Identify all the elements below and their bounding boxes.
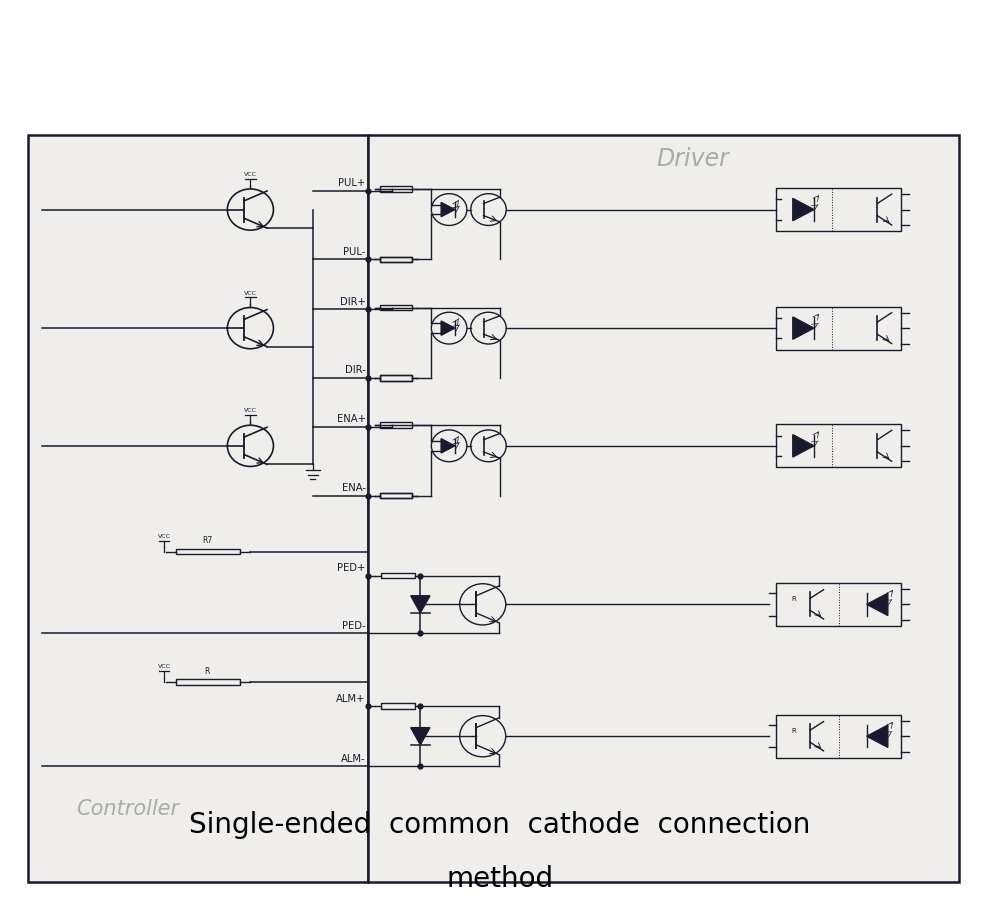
Text: ALM+: ALM+ — [336, 694, 366, 704]
Bar — [380, 493, 412, 498]
Text: Controller: Controller — [76, 799, 179, 819]
Polygon shape — [867, 725, 888, 748]
Bar — [380, 257, 412, 262]
Polygon shape — [441, 202, 455, 217]
Polygon shape — [441, 321, 455, 335]
Bar — [776, 306, 901, 349]
Bar — [176, 679, 240, 685]
Text: ENA-: ENA- — [342, 484, 366, 493]
Bar — [776, 424, 901, 467]
Bar — [368, 135, 959, 882]
Text: VCC: VCC — [244, 291, 257, 296]
Bar — [381, 704, 415, 709]
Polygon shape — [793, 198, 814, 221]
Polygon shape — [441, 439, 455, 453]
Text: PED+: PED+ — [337, 563, 366, 573]
Bar — [176, 548, 240, 554]
Text: ALM-: ALM- — [341, 754, 366, 764]
Bar — [380, 186, 412, 192]
Polygon shape — [411, 728, 430, 745]
Bar — [380, 375, 412, 381]
Text: PUL-: PUL- — [343, 247, 366, 257]
Text: DIR+: DIR+ — [340, 297, 366, 306]
Text: ENA+: ENA+ — [337, 414, 366, 424]
Bar — [381, 573, 415, 579]
Polygon shape — [867, 593, 888, 615]
Bar — [380, 304, 412, 310]
Polygon shape — [793, 317, 814, 339]
Bar — [380, 257, 412, 262]
Polygon shape — [411, 596, 430, 613]
Bar — [380, 422, 412, 428]
Bar — [776, 188, 901, 231]
Text: R7: R7 — [202, 537, 212, 546]
Text: VCC: VCC — [158, 664, 170, 669]
Bar — [380, 493, 412, 498]
Bar — [28, 135, 368, 882]
Text: R: R — [791, 728, 796, 734]
Text: VCC: VCC — [244, 172, 257, 177]
Bar — [380, 375, 412, 381]
Text: Single-ended  common  cathode  connection
method: Single-ended common cathode connection m… — [189, 811, 811, 893]
Text: DIR-: DIR- — [345, 366, 366, 376]
Bar — [776, 715, 901, 758]
Text: PUL+: PUL+ — [338, 178, 366, 188]
Text: R: R — [791, 596, 796, 602]
Text: VCC: VCC — [158, 534, 170, 539]
Text: PED-: PED- — [342, 621, 366, 631]
Polygon shape — [793, 435, 814, 457]
Text: R: R — [205, 667, 210, 676]
Bar — [776, 583, 901, 626]
Text: VCC: VCC — [244, 409, 257, 413]
Text: Driver: Driver — [657, 147, 730, 171]
